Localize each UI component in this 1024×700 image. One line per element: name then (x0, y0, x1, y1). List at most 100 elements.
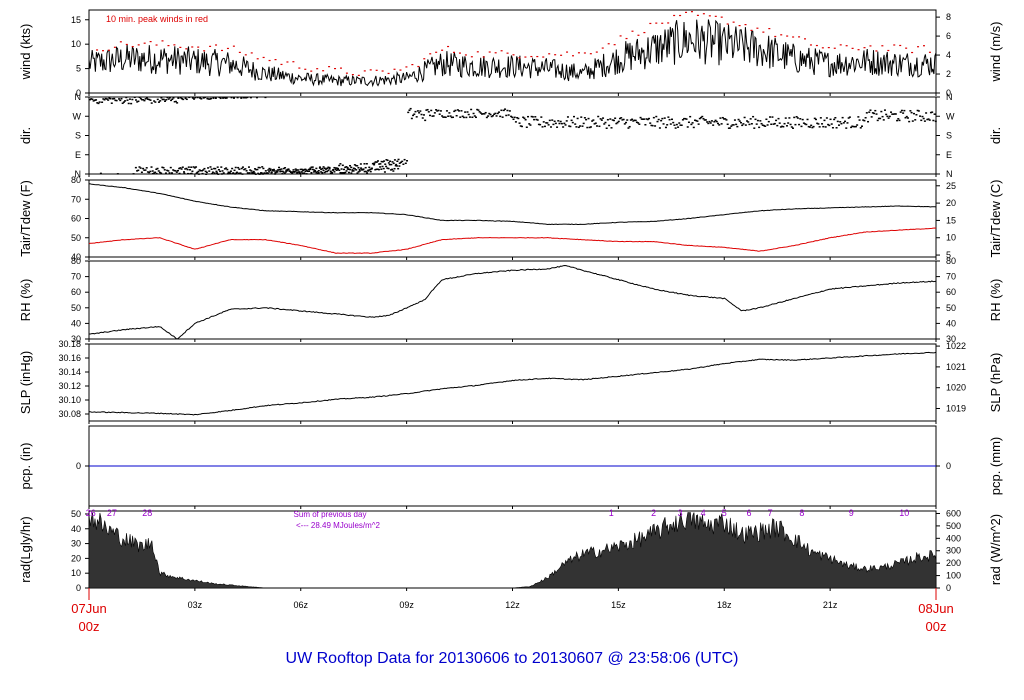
dir-point (871, 112, 874, 114)
wind-peak-point (215, 44, 218, 46)
dir-point (804, 123, 807, 125)
rad-day-label: 9 (849, 508, 854, 518)
start-time-label: 00z (79, 619, 100, 634)
dir-point (335, 167, 338, 169)
dir-point (426, 108, 429, 111)
dir-point (603, 123, 606, 125)
dir-point (380, 160, 383, 163)
dir-point (237, 172, 240, 175)
dir-point (640, 118, 643, 120)
dir-point (712, 124, 715, 126)
dir-point (450, 116, 453, 119)
dir-point (167, 98, 170, 100)
dir-point (226, 173, 229, 175)
dir-point (202, 169, 205, 171)
dir-point (760, 122, 763, 125)
wind-peak-point (209, 45, 212, 47)
dir-point (886, 115, 889, 118)
wind-peak-point (571, 55, 574, 57)
dir-point (175, 171, 178, 173)
dir-point (323, 167, 326, 170)
dir-point (876, 119, 879, 122)
wind-peak-point (857, 49, 860, 51)
wind-peak-point (607, 43, 610, 45)
dir-point (839, 121, 842, 123)
wind-peak-point (863, 47, 866, 49)
dir-point (453, 110, 456, 113)
dir-point (262, 173, 265, 175)
dir-point (663, 117, 666, 119)
wind-peak-point (357, 74, 360, 76)
dir-point (378, 163, 381, 165)
dir-point (168, 172, 171, 174)
dir-point (860, 125, 863, 127)
dir-point (835, 127, 838, 129)
dir-point (196, 171, 199, 174)
rh-ytick-label-right: 70 (946, 272, 956, 282)
wind-peak-point (714, 15, 717, 17)
wind-peak-point (417, 65, 420, 68)
dir-point (415, 116, 418, 118)
dir-point (101, 101, 104, 103)
wind-peak-point (744, 24, 747, 26)
wind-peak-point (696, 14, 699, 16)
dir-point (581, 125, 584, 127)
dir-point (309, 167, 312, 169)
dir-point (589, 126, 592, 128)
wind-peak-point (131, 46, 134, 48)
dir-point (504, 108, 507, 110)
dir-point (439, 110, 442, 112)
dir-point (594, 122, 597, 124)
xtick-label: 21z (823, 600, 838, 610)
dir-point (690, 123, 693, 126)
dir-point (808, 126, 811, 128)
dir-point (459, 116, 462, 118)
dir-point (182, 98, 185, 101)
dir-point (773, 122, 776, 125)
dir-point (298, 172, 301, 174)
dir-point (646, 118, 649, 121)
wind-peak-point (619, 35, 622, 37)
wind-annotation: 10 min. peak winds in red (106, 14, 208, 24)
slp-ytick-label: 30.18 (58, 339, 81, 349)
wind-peak-point (851, 47, 854, 49)
dir-point (357, 171, 360, 173)
dir-point (210, 97, 212, 100)
dir-point (473, 115, 476, 117)
rad-ytick-label: 50 (71, 509, 81, 519)
dir-point (221, 170, 224, 172)
dir-point (882, 119, 885, 121)
dir-point (250, 170, 253, 172)
dir-point (863, 119, 866, 122)
dir-point (262, 167, 265, 170)
dir-point (644, 123, 647, 126)
dir-point (211, 172, 214, 175)
dir-point (491, 115, 494, 117)
dir-point (245, 170, 248, 172)
dir-point (304, 168, 307, 171)
dir-point (433, 112, 436, 114)
rh-ytick-label-right: 60 (946, 287, 956, 297)
dir-ytick-label: W (73, 111, 82, 121)
dir-point (328, 166, 331, 169)
dir-point (361, 169, 364, 171)
rad-day-label: 27 (107, 508, 117, 518)
dir-point (114, 99, 117, 102)
dir-point (388, 163, 391, 166)
dir-point (226, 168, 229, 171)
dir-point (315, 171, 318, 174)
dir-point (304, 170, 307, 173)
wind-peak-point (869, 45, 872, 47)
wind-peak-point (298, 67, 301, 69)
dir-point (429, 114, 432, 117)
dir-point (131, 98, 134, 101)
rad-ytick-label-right: 400 (946, 533, 961, 543)
dir-point (424, 119, 427, 122)
dir-point (219, 170, 222, 173)
rh-panel-frame (88, 260, 937, 340)
dir-point (725, 119, 728, 121)
dir-point (836, 120, 839, 123)
dir-point (227, 171, 230, 174)
dir-point (254, 173, 257, 175)
dir-point (598, 125, 601, 128)
